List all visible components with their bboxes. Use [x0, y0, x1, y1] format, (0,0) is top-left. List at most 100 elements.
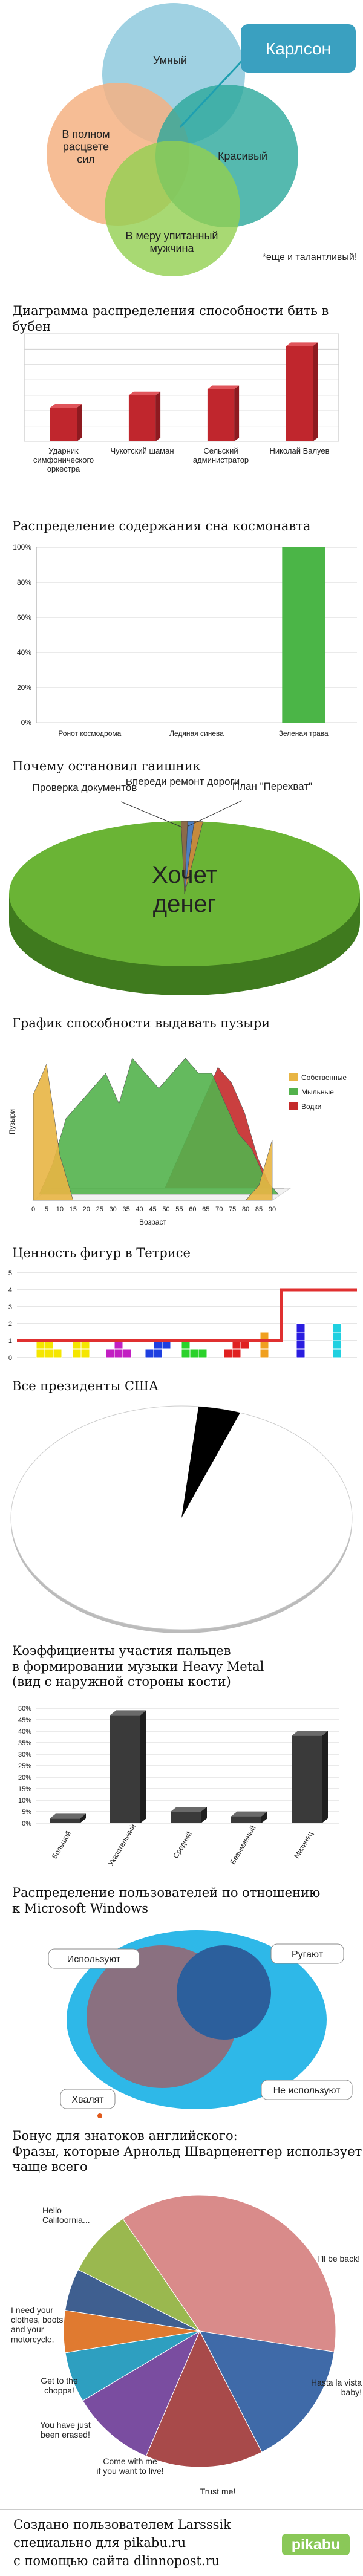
tetris-block-5 [223, 1348, 233, 1358]
slice-label-repair: Впереди ремонт дороги [126, 779, 240, 787]
tetris-block-1 [80, 1348, 90, 1358]
callout-scold-box [270, 1943, 344, 1964]
y-tick-label: 0 [8, 1355, 12, 1362]
tetris-block-5 [232, 1348, 241, 1358]
slice-label-3: Trust me! [200, 2487, 236, 2496]
chart-tambourine: Ударник симфонического оркестра Чукотский ш… [24, 333, 339, 473]
x-tick-label: Большой [50, 1830, 73, 1861]
y-tick-label: 45% [18, 1717, 31, 1724]
y-tick-label: 35% [18, 1740, 31, 1747]
y-tick-label: 5 [8, 1270, 12, 1277]
tetris-block-1 [72, 1348, 82, 1358]
callout-box [241, 24, 356, 73]
x-tick-label: 80 [242, 1206, 249, 1213]
bar-side [313, 342, 318, 441]
y-tick-label: 40% [18, 1728, 31, 1735]
pie-slice-2 [145, 2330, 263, 2468]
bar-2 [207, 389, 235, 441]
bar-top [50, 404, 82, 408]
x-tick-label: 35 [122, 1206, 129, 1213]
slice-label-1: I'll be back! [318, 2254, 360, 2263]
callout-praise-box [60, 2089, 116, 2109]
title-windows: Распределение пользователей по отношению… [12, 1885, 321, 1916]
title-cosmonaut: Распределение содержания сна космонавта [12, 519, 311, 533]
tetris-block-0 [36, 1348, 45, 1358]
y-tick-label: 30% [18, 1751, 31, 1758]
x-tick-label: 5 [45, 1206, 48, 1213]
y-tick-label: 100% [13, 543, 31, 551]
chart-cosmonaut: 0% 20% 40% 60% 80% 100% Ронот космодрома Ледяна… [13, 543, 357, 738]
x-tick-label: Безымянный [229, 1824, 258, 1865]
y-tick-label: 50% [18, 1705, 31, 1712]
bar-3 [286, 346, 313, 441]
tetris-block-7 [296, 1348, 306, 1358]
title-traffic: Почему остановил гаишник [12, 759, 201, 773]
bar-top [286, 342, 318, 346]
x-tick-label: 0 [31, 1206, 35, 1213]
bar-side [80, 1813, 86, 1823]
footer-site: специально для pikabu.ru [13, 2535, 186, 2550]
title-tambourine: Диаграмма распределения способности бить… [12, 304, 329, 334]
tetris-block-2 [114, 1348, 123, 1358]
bar-top [171, 1807, 207, 1812]
y-tick-label: 20% [18, 1774, 31, 1781]
slice-label-5: You have just been erased! [40, 2420, 91, 2439]
bar-2 [282, 547, 325, 723]
title-arnold: Бонус для знатоков английского: Фразы, к… [12, 2129, 362, 2174]
x-tick-label: 40 [136, 1206, 143, 1213]
pie-slice-7 [77, 2218, 200, 2332]
legend-swatch [289, 1073, 298, 1081]
y-tick-label: 0% [21, 718, 32, 727]
pikabu-logo[interactable]: pikabu [282, 2534, 350, 2555]
callout-line [179, 54, 248, 128]
bar-1 [128, 395, 156, 441]
pie-slice-1 [199, 2330, 335, 2453]
x-tick-label: 70 [215, 1206, 223, 1213]
set-scold [177, 1945, 271, 2040]
callout-scold-label: Ругают [292, 1950, 324, 1960]
x-tick-label: 20 [83, 1206, 90, 1213]
tetris-block-4 [198, 1348, 208, 1358]
slice-label-2: Hasta la vista baby! [311, 2378, 362, 2397]
y-tick-label: 60% [17, 613, 31, 622]
bar-top [231, 1811, 267, 1817]
tetris-block-3 [145, 1348, 154, 1358]
bar-0 [50, 1818, 80, 1823]
tetris-block-8 [332, 1332, 342, 1341]
title-tetris: Ценность фигур в Тетрисе [12, 1246, 191, 1260]
label-handsome: Красивый [218, 150, 267, 162]
bar-top [128, 391, 161, 395]
x-tick-label: 90 [269, 1206, 276, 1213]
y-tick-label: 80% [17, 578, 31, 587]
y-tick-label: 40% [17, 648, 31, 657]
x-tick-label: Указательный [106, 1823, 137, 1867]
tetris-block-3 [153, 1348, 163, 1358]
callout-use-box [48, 1948, 140, 1969]
x-tick-label: 50 [162, 1206, 169, 1213]
bar-side [322, 1731, 328, 1823]
venn-circle-plump [105, 141, 240, 276]
callout-notuse-box [261, 2080, 353, 2100]
chart-arnold: Hello Califoornia... I'll be back! Hasta la… [11, 2194, 362, 2496]
legend-label: Мыльные [301, 1088, 334, 1096]
legend-swatch [289, 1102, 298, 1110]
x-axis-label: Возраст [139, 1218, 166, 1226]
chart-bubbles: 0 5 10 15 20 25 30 35 40 45 50 55 60 65 70 75 80 85 90 Возр… [8, 1058, 347, 1226]
bar-0 [50, 408, 77, 441]
set-praise [97, 2113, 102, 2118]
chart-tetris: 0 1 2 3 4 5 [8, 1270, 357, 1362]
y-tick-label: 20% [17, 683, 31, 692]
tetris-block-7 [296, 1323, 306, 1333]
slice-label-6: Get to the choppa! [41, 2376, 78, 2395]
slice-label-4: Come with me if you want to live! [96, 2456, 163, 2476]
label-plump: В меру упитанный мужчина [126, 230, 218, 255]
legend-label: Водки [301, 1102, 321, 1111]
label-smart: Умный [153, 54, 187, 67]
bar-top [110, 1710, 146, 1716]
note-talented: *еще и талантливый! [263, 252, 358, 262]
y-tick-label: 10% [18, 1797, 31, 1804]
leader-line [188, 800, 243, 827]
x-tick-label: 45 [149, 1206, 156, 1213]
slice-label-main: Хочет [152, 862, 217, 888]
